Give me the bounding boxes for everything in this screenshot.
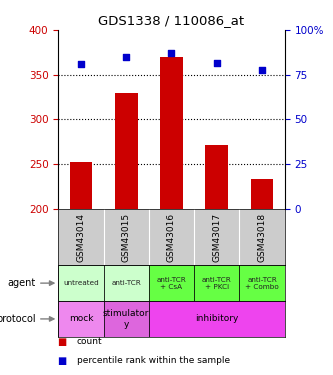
Bar	[58, 265, 104, 301]
Text: ■: ■	[58, 337, 71, 347]
Bar	[194, 265, 239, 301]
Text: untreated: untreated	[63, 280, 99, 286]
Text: agent: agent	[7, 278, 36, 288]
Bar	[70, 162, 92, 209]
Text: percentile rank within the sample: percentile rank within the sample	[77, 356, 230, 365]
Point	[78, 61, 84, 67]
Text: GSM43018: GSM43018	[257, 213, 267, 262]
Text: count: count	[77, 337, 102, 346]
Text: stimulator
y: stimulator y	[103, 309, 150, 328]
Title: GDS1338 / 110086_at: GDS1338 / 110086_at	[99, 15, 244, 27]
Bar	[104, 265, 149, 301]
Text: mock: mock	[69, 314, 93, 323]
Bar	[149, 301, 285, 337]
Text: anti-TCR
+ CsA: anti-TCR + CsA	[157, 277, 186, 290]
Text: protocol: protocol	[0, 314, 36, 324]
Point	[214, 60, 219, 66]
Bar	[160, 57, 183, 209]
Bar	[104, 301, 149, 337]
Text: anti-TCR: anti-TCR	[111, 280, 141, 286]
Text: GSM43014: GSM43014	[76, 213, 86, 262]
Text: anti-TCR
+ Combo: anti-TCR + Combo	[245, 277, 279, 290]
Point	[259, 67, 265, 73]
Text: GSM43015: GSM43015	[122, 213, 131, 262]
Bar	[239, 265, 285, 301]
Bar	[115, 93, 138, 209]
Text: inhibitory: inhibitory	[195, 314, 238, 323]
Text: ■: ■	[58, 356, 71, 366]
Bar	[251, 178, 273, 209]
Point	[169, 50, 174, 56]
Bar	[58, 301, 104, 337]
Point	[124, 54, 129, 60]
Text: GSM43016: GSM43016	[167, 213, 176, 262]
Text: anti-TCR
+ PKCi: anti-TCR + PKCi	[202, 277, 232, 290]
Text: GSM43017: GSM43017	[212, 213, 221, 262]
Bar	[149, 265, 194, 301]
Bar	[205, 144, 228, 209]
